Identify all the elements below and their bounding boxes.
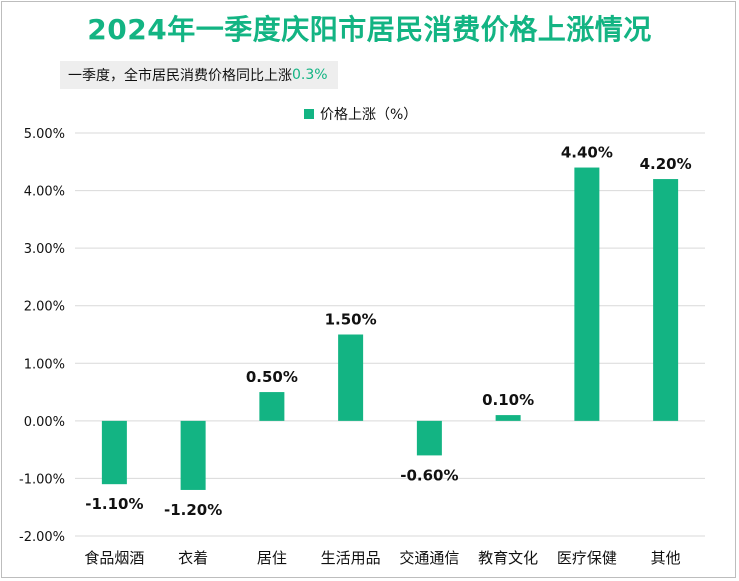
bar	[259, 392, 285, 421]
data-label: -1.10%	[85, 495, 143, 513]
y-tick-label: 3.00%	[24, 242, 65, 257]
subtitle-text: 一季度，全市居民消费价格同比上涨	[68, 68, 292, 84]
data-label: 0.50%	[246, 368, 298, 386]
x-category-label: 衣着	[178, 549, 208, 567]
y-tick-label: 2.00%	[24, 300, 65, 315]
data-label: 4.20%	[640, 155, 692, 173]
y-tick-label: 1.00%	[24, 357, 65, 372]
legend-swatch	[304, 109, 314, 119]
chart-title: 2024年一季度庆阳市居民消费价格上涨情况	[87, 13, 652, 46]
data-label: 4.40%	[561, 144, 613, 162]
y-tick-label: 5.00%	[24, 127, 65, 142]
bar	[180, 420, 206, 490]
legend-label: 价格上涨（%）	[320, 107, 418, 123]
subtitle-box: 一季度，全市居民消费价格同比上涨 0.3%	[60, 61, 338, 89]
bar	[495, 415, 521, 421]
data-label: 1.50%	[325, 311, 377, 329]
bar	[101, 420, 127, 485]
x-category-label: 教育文化	[478, 549, 538, 567]
y-tick-label: 4.00%	[24, 185, 65, 200]
y-tick-label: 0.00%	[24, 415, 65, 430]
y-tick-label: -2.00%	[19, 530, 65, 545]
bar	[416, 420, 442, 456]
bar	[574, 167, 600, 421]
bar	[338, 334, 364, 421]
data-label: -0.60%	[400, 466, 458, 484]
legend: 价格上涨（%）	[304, 104, 417, 124]
x-category-label: 居住	[257, 549, 287, 567]
subtitle-highlight: 0.3%	[292, 67, 328, 83]
data-label: 0.10%	[482, 391, 534, 409]
x-category-label: 医疗保健	[557, 549, 617, 567]
bar	[653, 179, 679, 421]
x-category-label: 食品烟酒	[84, 549, 144, 567]
x-category-label: 生活用品	[321, 549, 381, 567]
x-category-label: 其他	[651, 549, 681, 567]
data-label: -1.20%	[164, 501, 222, 519]
y-tick-label: -1.00%	[19, 472, 65, 487]
x-category-label: 交通通信	[399, 549, 459, 567]
